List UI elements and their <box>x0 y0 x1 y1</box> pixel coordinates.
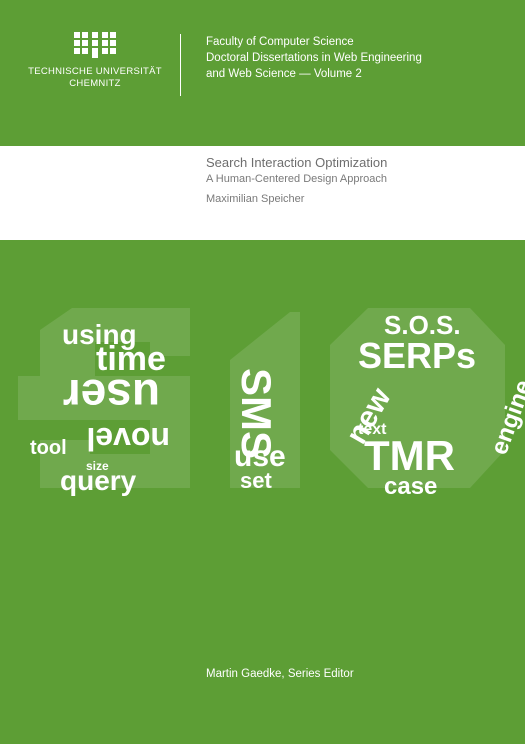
series-info: Faculty of Computer Science Doctoral Dis… <box>206 34 422 82</box>
word-tmr: TMR <box>364 432 455 479</box>
university-name-line1: TECHNISCHE UNIVERSITÄT <box>28 66 162 77</box>
word-time: time <box>96 340 166 378</box>
word-text: text <box>358 421 387 438</box>
word-user: user <box>63 370 160 422</box>
word-sos: S.O.S. <box>384 310 461 340</box>
university-name-line2: CHEMNITZ <box>69 78 121 89</box>
word-use: use <box>234 440 286 473</box>
book-subtitle: A Human-Centered Design Approach <box>206 173 387 185</box>
word-size: size <box>86 459 109 473</box>
header-divider <box>180 34 181 96</box>
series-editor: Martin Gaedke, Series Editor <box>206 668 354 680</box>
book-title: Search Interaction Optimization <box>206 155 388 170</box>
series-faculty: Faculty of Computer Science <box>206 36 354 48</box>
letter-i-shape <box>230 312 300 488</box>
letter-s-shape <box>18 308 190 488</box>
word-serps: SERPs <box>358 335 476 376</box>
cover-header: TECHNISCHE UNIVERSITÄT CHEMNITZ Faculty … <box>0 0 525 146</box>
university-building-icon <box>74 32 116 58</box>
letter-o-shape <box>330 308 505 488</box>
university-logo: TECHNISCHE UNIVERSITÄT CHEMNITZ <box>20 30 170 90</box>
word-sms: SMS <box>233 368 280 459</box>
book-author: Maximilian Speicher <box>206 193 305 205</box>
sio-wordcloud-artwork: using time user novel tool size query SM… <box>18 308 525 500</box>
word-tool: tool <box>30 437 67 459</box>
series-name: Doctoral Dissertations in Web Engineerin… <box>206 52 422 64</box>
word-query: query <box>60 465 137 496</box>
word-novel: novel <box>86 421 170 457</box>
word-case: case <box>384 473 437 500</box>
word-using: using <box>62 319 137 350</box>
series-volume: and Web Science — Volume 2 <box>206 68 362 80</box>
word-set: set <box>240 468 272 493</box>
title-band <box>0 146 525 240</box>
